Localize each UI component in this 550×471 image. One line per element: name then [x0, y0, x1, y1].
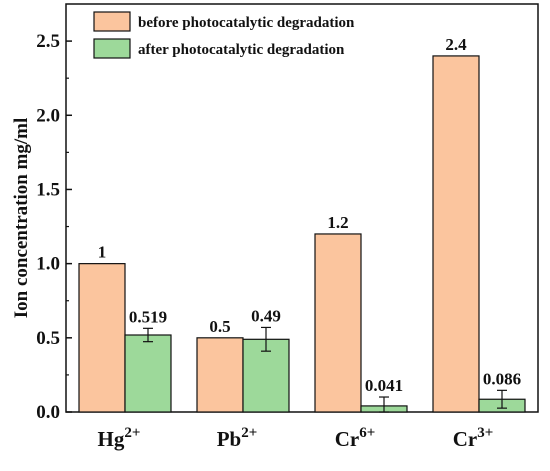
y-tick-label: 2.5 — [36, 31, 60, 52]
bar-after — [242, 338, 290, 413]
legend-label: after photocatalytic degradation — [138, 42, 345, 58]
legend: before photocatalytic degradation after p… — [93, 11, 355, 59]
data-label: 1.2 — [327, 213, 348, 232]
x-tick-label-superscript: 6+ — [359, 425, 375, 441]
x-tick-label-superscript: 3+ — [477, 425, 493, 441]
x-tick-label-superscript: 2+ — [124, 425, 140, 441]
data-label: 0.041 — [365, 376, 403, 395]
data-label: 2.4 — [445, 35, 467, 54]
data-label: 0.49 — [251, 306, 281, 325]
bar-after — [124, 334, 172, 413]
legend-swatch-before — [93, 11, 131, 32]
x-tick-label: Pb2+ — [217, 425, 258, 451]
plot-area: 0.00.51.01.52.02.5Hg2+10.519Pb2+0.50.49C… — [36, 3, 539, 451]
bar-before — [432, 55, 480, 413]
x-tick-label-base: Pb — [217, 427, 242, 451]
x-tick-label: Cr6+ — [335, 425, 376, 451]
data-label: 0.086 — [483, 369, 521, 388]
bar-before — [314, 233, 362, 413]
bar-before — [196, 337, 244, 413]
x-tick-label: Hg2+ — [98, 425, 141, 451]
x-tick-label-base: Cr — [453, 427, 478, 451]
x-tick-label-superscript: 2+ — [241, 425, 257, 441]
y-tick-label: 1.5 — [36, 179, 60, 200]
plot-frame — [65, 3, 539, 413]
x-tick-label: Cr3+ — [453, 425, 494, 451]
y-tick-label: 1.0 — [36, 254, 60, 275]
y-tick-label: 0.0 — [36, 402, 60, 423]
legend-swatch-after — [93, 38, 131, 59]
bar-before — [78, 263, 126, 413]
data-label: 0.5 — [209, 317, 230, 336]
y-tick-label: 0.5 — [36, 328, 60, 349]
legend-label: before photocatalytic degradation — [138, 15, 355, 31]
y-axis-label: Ion concentration mg/ml — [11, 118, 32, 319]
y-tick-label: 2.0 — [36, 105, 60, 126]
data-label: 1 — [98, 243, 107, 262]
x-tick-label-base: Hg — [98, 427, 125, 451]
data-label: 0.519 — [129, 307, 167, 326]
x-tick-label-base: Cr — [335, 427, 360, 451]
